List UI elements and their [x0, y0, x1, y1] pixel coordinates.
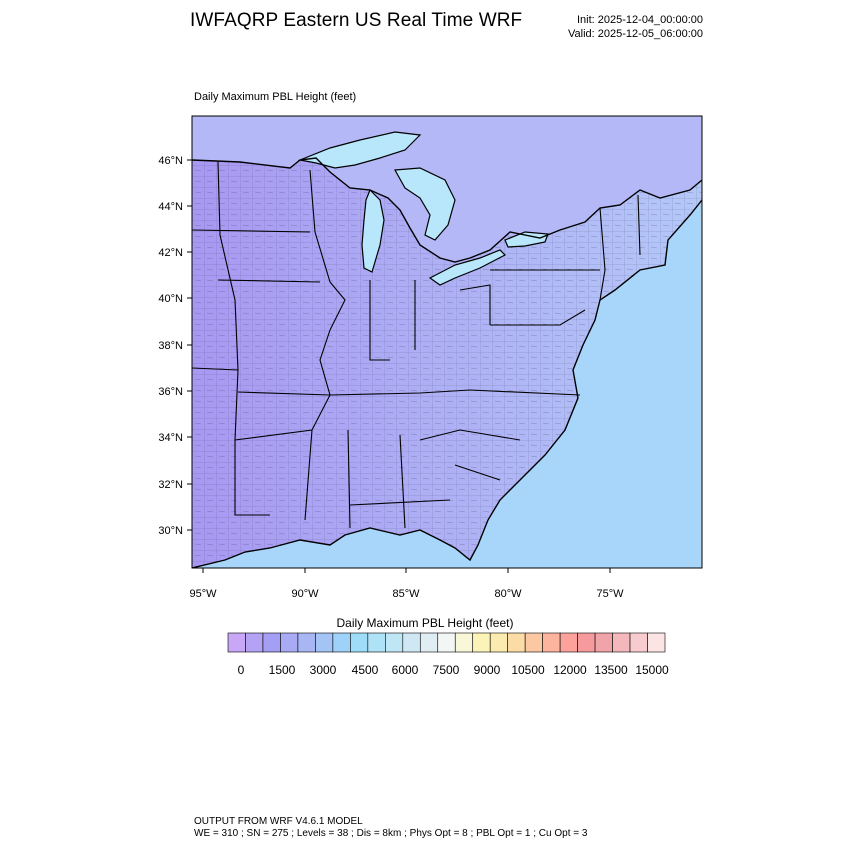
lat-label: 32°N [158, 479, 183, 491]
lat-label: 42°N [158, 247, 183, 259]
colorbar-swatch [559, 632, 578, 653]
colorbar-tick-label: 10500 [511, 663, 545, 677]
colorbar-swatch [419, 632, 439, 653]
lake-huron [394, 167, 456, 241]
map-field-title: Daily Maximum PBL Height (feet) [194, 91, 357, 103]
colorbar-swatch [612, 632, 631, 653]
page-title: IWFAQRP Eastern US Real Time WRF [190, 10, 523, 31]
colorbar-tick-labels: 0 1500 3000 4500 6000 7500 9000 10500 12000 13500… [238, 663, 669, 677]
colorbar-swatch [262, 632, 281, 653]
lon-label: 80°W [494, 588, 522, 600]
colorbar-swatch [472, 632, 491, 653]
lake-ontario [504, 231, 549, 248]
colorbar-tick-label: 15000 [635, 663, 669, 677]
colorbar-swatch [367, 632, 386, 653]
colorbar-tick-label: 13500 [594, 663, 628, 677]
colorbar-swatch [454, 632, 474, 653]
state-boundaries [192, 161, 641, 529]
colorbar-tick-label: 4500 [352, 663, 379, 677]
lon-label: 95°W [189, 588, 217, 600]
colorbar-title: Daily Maximum PBL Height (feet) [336, 616, 514, 630]
lat-label: 30°N [158, 525, 183, 537]
canada-us-border [192, 157, 702, 263]
lake-superior [297, 131, 422, 169]
colorbar [227, 632, 666, 653]
colorbar-swatch [437, 632, 456, 653]
lat-label: 40°N [158, 293, 183, 305]
colorbar-swatch [315, 632, 334, 653]
great-lakes [297, 131, 549, 286]
colorbar-tick-label: 6000 [392, 663, 419, 677]
colorbar-swatch [524, 632, 543, 653]
colorbar-swatch [280, 632, 299, 653]
colorbar-tick-label: 12000 [553, 663, 587, 677]
map-frame [191, 115, 703, 569]
colorbar-swatch [577, 632, 596, 653]
latitude-axis: 46°N 44°N 42°N 40°N 38°N 36°N 34°N 32°N 30°N [158, 155, 192, 537]
colorbar-tick-label: 1500 [269, 663, 296, 677]
colorbar-swatch [542, 632, 561, 653]
colorbar-swatch [350, 632, 369, 653]
model-config-label: WE = 310 ; SN = 275 ; Levels = 38 ; Dis … [194, 828, 588, 839]
colorbar-swatch [489, 632, 508, 653]
valid-time-label: Valid: 2025-12-05_06:00:00 [568, 28, 703, 40]
colorbar-tick-label: 0 [238, 663, 245, 677]
colorbar-tick-label: 3000 [310, 663, 337, 677]
colorbar-swatch [227, 632, 246, 653]
colorbar-swatch [385, 632, 404, 653]
coastline [192, 199, 702, 568]
lake-michigan [361, 188, 385, 273]
lon-label: 75°W [596, 588, 624, 600]
colorbar-tick-label: 7500 [433, 663, 460, 677]
lon-label: 90°W [291, 588, 319, 600]
colorbar-tick-label: 9000 [474, 663, 501, 677]
lat-label: 46°N [158, 155, 183, 167]
colorbar-swatch [245, 632, 264, 653]
lat-label: 34°N [158, 432, 183, 444]
county-boundaries [192, 158, 702, 568]
lat-label: 44°N [158, 201, 183, 213]
colorbar-swatch [507, 632, 526, 653]
lake-erie [428, 249, 507, 286]
colorbar-swatch [647, 632, 666, 653]
colorbar-swatch [332, 632, 351, 653]
colorbar-swatch [629, 632, 648, 653]
init-time-label: Init: 2025-12-04_00:00:00 [577, 14, 703, 26]
longitude-axis: 95°W 90°W 85°W 80°W 75°W [189, 568, 624, 600]
lat-label: 36°N [158, 386, 183, 398]
lon-label: 85°W [392, 588, 420, 600]
lat-label: 38°N [158, 340, 183, 352]
colorbar-swatch [297, 632, 316, 653]
colorbar-swatch [402, 632, 421, 653]
colorbar-swatch [594, 632, 613, 653]
map-panel [192, 116, 702, 568]
model-output-label: OUTPUT FROM WRF V4.6.1 MODEL [194, 816, 363, 827]
